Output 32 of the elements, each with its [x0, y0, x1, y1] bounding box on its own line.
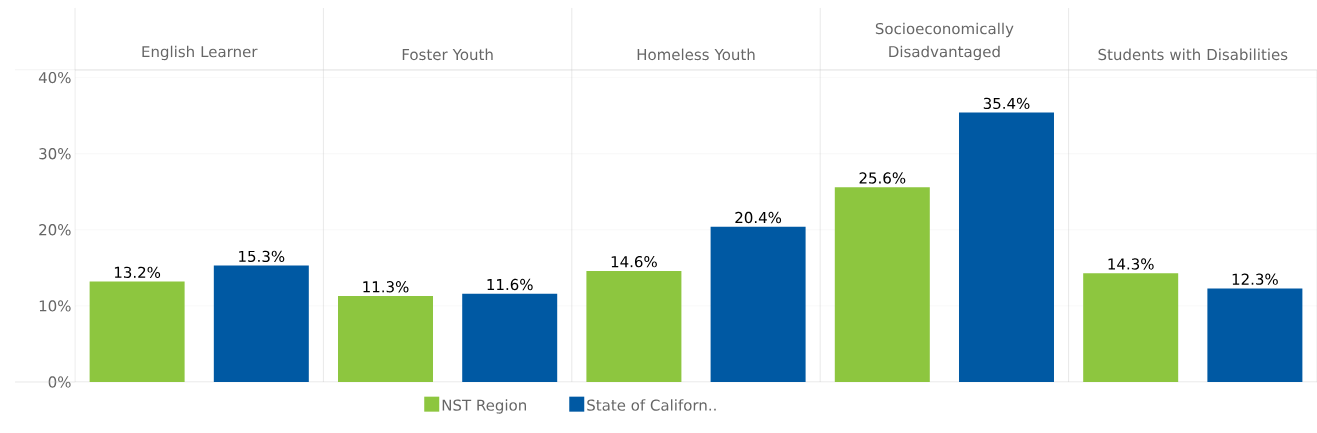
data-label: 20.4% — [735, 211, 782, 224]
x-tick-label: English Learner — [142, 45, 258, 61]
bar — [338, 296, 434, 382]
y-tick-label: 20% — [39, 224, 71, 236]
bar — [1083, 273, 1179, 382]
x-tick-label: Socioeconomically Disadvantaged — [875, 22, 1014, 61]
data-label: 14.3% — [1108, 258, 1154, 270]
y-tick-label: 10% — [39, 300, 71, 312]
y-tick-label: 30% — [39, 148, 71, 160]
bar — [1207, 288, 1303, 382]
x-tick-label: Students with Disabilities — [1098, 48, 1288, 61]
data-label: 15.3% — [239, 250, 285, 263]
data-label: 25.6% — [859, 172, 906, 184]
data-label: 14.6% — [611, 256, 657, 268]
x-tick-label: Foster Youth — [402, 48, 493, 61]
data-label: 13.2% — [114, 266, 161, 279]
data-label: 11.6% — [487, 278, 533, 291]
legend-label: NST Region — [442, 399, 526, 414]
data-label: 11.3% — [363, 281, 409, 293]
bar — [710, 226, 806, 382]
legend-label: State of Californ.. — [587, 399, 716, 411]
bar — [213, 265, 309, 382]
bar — [462, 293, 558, 382]
bar — [959, 112, 1054, 382]
data-label: 12.3% — [1232, 273, 1278, 285]
data-label: 35.4% — [983, 97, 1030, 110]
y-tick-label: 0% — [48, 376, 71, 388]
bar — [834, 187, 930, 382]
x-tick-label: Homeless Youth — [637, 48, 755, 61]
bar — [89, 281, 185, 382]
bar — [586, 270, 682, 382]
y-tick-label: 40% — [38, 71, 71, 84]
